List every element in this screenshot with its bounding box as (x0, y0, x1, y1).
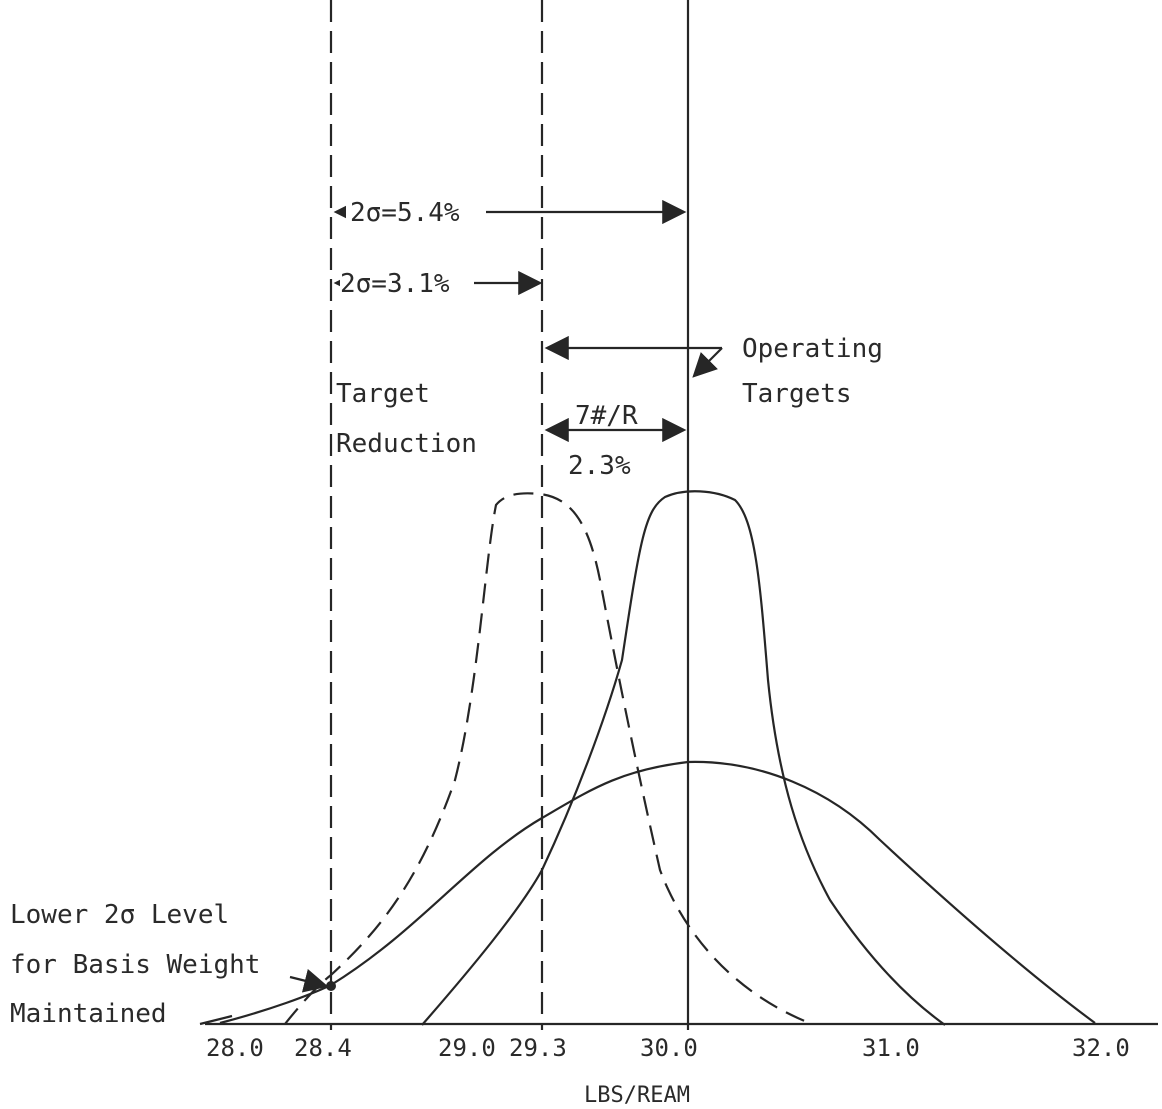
two-sigma-wide-label: 2σ=5.4% (350, 198, 460, 228)
lower-level-label-2: for Basis Weight (10, 950, 260, 980)
narrow-distribution-current-curve (421, 490, 946, 1026)
x-tick-label: 30.0 (640, 1034, 698, 1062)
x-tick-label: 29.3 (509, 1034, 567, 1062)
x-axis-label: LBS/REAM (584, 1083, 690, 1108)
reduction-amount-label: 7#/R (575, 401, 638, 431)
operating-target-current-arrow (692, 347, 723, 378)
operating-targets-label-2: Targets (742, 379, 852, 409)
lower-level-underline (199, 1014, 233, 1026)
x-tick-label: 31.0 (862, 1034, 920, 1062)
wide-distribution-curve (219, 760, 1096, 1025)
target-reduction-label-1: Target (336, 379, 430, 409)
target-reduction-label-2: Reduction (336, 429, 477, 459)
x-tick-label: 29.0 (438, 1034, 496, 1062)
lower-level-label-3: Maintained (10, 999, 167, 1029)
two-sigma-narrow-label: 2σ=3.1% (340, 269, 450, 299)
x-tick-label: 28.0 (206, 1034, 264, 1062)
narrow-distribution-reduced-curve (284, 492, 813, 1026)
x-tick-label: 32.0 (1072, 1034, 1130, 1062)
lower-level-label-1: Lower 2σ Level (10, 900, 229, 930)
operating-targets-label-1: Operating (742, 334, 883, 364)
reduction-percent-label: 2.3% (568, 451, 631, 481)
intersection-point (326, 981, 336, 991)
lower-level-pointer (289, 968, 329, 993)
x-tick-label: 28.4 (294, 1034, 352, 1062)
